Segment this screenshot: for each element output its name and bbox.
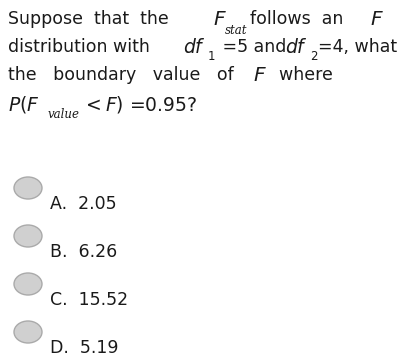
Text: C.  15.52: C. 15.52 (50, 291, 128, 309)
Text: B.  6.26: B. 6.26 (50, 243, 117, 261)
Text: A.  2.05: A. 2.05 (50, 195, 117, 213)
Ellipse shape (14, 225, 42, 247)
Ellipse shape (14, 177, 42, 199)
Text: follows  an: follows an (250, 10, 354, 28)
Text: 1: 1 (208, 50, 215, 63)
Text: $\mathit{df}$: $\mathit{df}$ (285, 38, 308, 57)
Text: stat: stat (225, 24, 247, 37)
Text: the   boundary   value   of: the boundary value of (8, 66, 250, 84)
Text: $\mathit{F}$: $\mathit{F}$ (213, 10, 227, 29)
Text: $\mathit{F}$: $\mathit{F}$ (253, 66, 267, 85)
Text: =4, what is: =4, what is (318, 38, 399, 56)
Text: distribution with: distribution with (8, 38, 155, 56)
Text: $\mathit{P}$($\mathit{F}$: $\mathit{P}$($\mathit{F}$ (8, 94, 40, 115)
Ellipse shape (14, 273, 42, 295)
Text: 2: 2 (310, 50, 318, 63)
Text: $<$$\mathit{F}$) =0.95?: $<$$\mathit{F}$) =0.95? (82, 94, 197, 115)
Text: Suppose  that  the: Suppose that the (8, 10, 180, 28)
Text: value: value (48, 108, 80, 121)
Text: $\mathit{F}$: $\mathit{F}$ (370, 10, 384, 29)
Text: $\mathit{df}$: $\mathit{df}$ (183, 38, 206, 57)
Ellipse shape (14, 321, 42, 343)
Text: where: where (268, 66, 333, 84)
Text: D.  5.19: D. 5.19 (50, 339, 119, 357)
Text: =5 and: =5 and (217, 38, 292, 56)
